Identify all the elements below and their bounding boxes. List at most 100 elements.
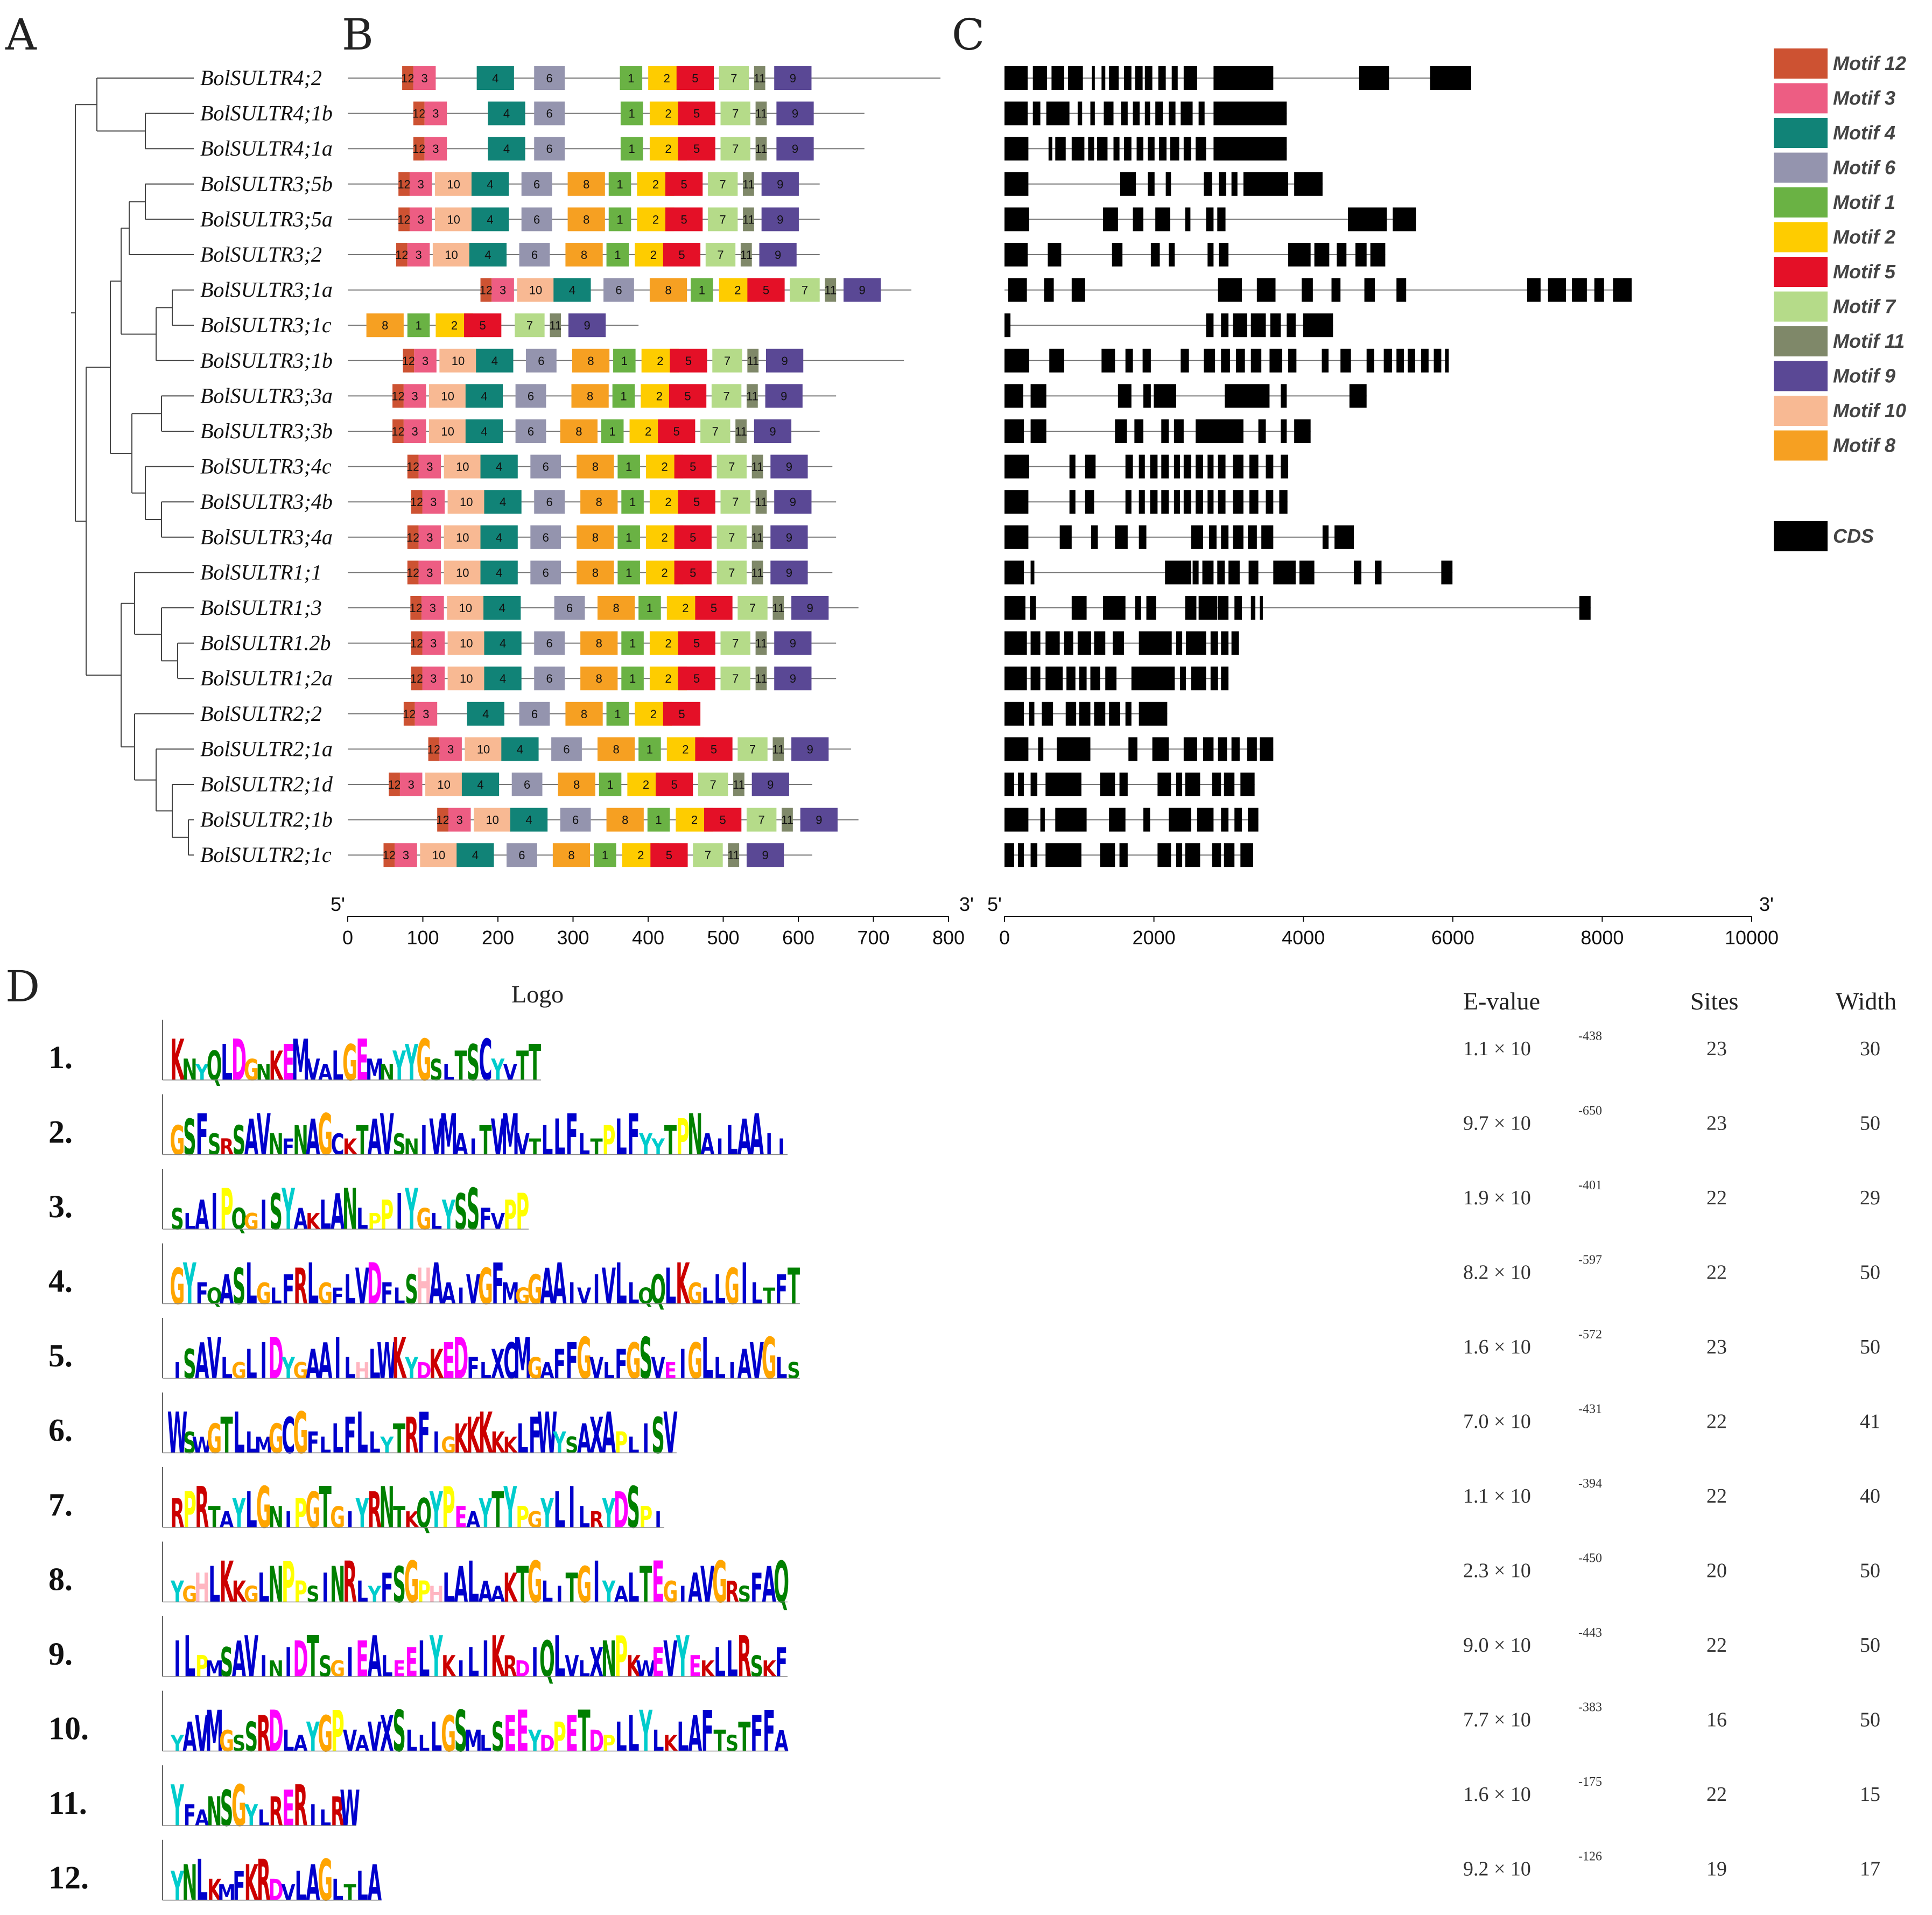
cds-block [1008, 278, 1027, 302]
motif-number: 1. [48, 1040, 73, 1075]
cds-block [1123, 137, 1132, 161]
motif-7-label: 7 [724, 354, 730, 368]
logo-letter: Y [195, 1060, 209, 1085]
logo-letter: S [651, 1408, 664, 1465]
logo-letter: Y [355, 1490, 369, 1537]
logo-letter: V [380, 1103, 394, 1168]
cds-block [1004, 702, 1024, 726]
logo-letter: I [211, 1184, 218, 1241]
motif-2-label: 2 [650, 248, 657, 262]
logo-letter: L [381, 1650, 393, 1684]
motif-1-box [601, 419, 624, 443]
logo-letter: P [195, 1650, 209, 1684]
logo-letter: I [310, 1799, 317, 1833]
logo-letter: L [628, 1276, 640, 1311]
gene-structure-row [1004, 490, 1288, 514]
logo-letter: E [393, 1656, 405, 1682]
logo-letter: G [318, 1848, 333, 1914]
logo-letter: P [516, 1500, 529, 1535]
motif-9-box [754, 419, 792, 443]
logo-letter: N [268, 1127, 283, 1162]
logo-letter: T [566, 1565, 578, 1612]
logo-letter: L [245, 1426, 257, 1460]
cds-block [1055, 137, 1066, 161]
motif-3-box [395, 843, 417, 867]
motif-6-label: 6 [543, 531, 549, 544]
evalue-base: 1.1 × 10 [1463, 1037, 1531, 1060]
cds-block [1176, 631, 1183, 655]
logo-letter: S [430, 1053, 442, 1088]
cds-block [1196, 454, 1203, 479]
motif-5-label: 5 [681, 178, 687, 191]
motif-12-label: 12 [391, 389, 404, 403]
cds-block [1212, 843, 1221, 867]
motif-1-label: 1 [602, 848, 608, 862]
logo-letter: S [183, 1341, 196, 1388]
motif-row: 12 3 10 4 6 8 1 2 5 7 11 9 [348, 631, 837, 655]
motif-7-label: 7 [730, 72, 737, 85]
logo-letter: N [404, 1134, 419, 1160]
logo-letter: Q [416, 1490, 432, 1537]
motif-6-label: 6 [528, 389, 534, 403]
width-value: 15 [1860, 1783, 1880, 1806]
motif-7-box [711, 384, 742, 408]
motif-4-label: 4 [472, 848, 479, 862]
motif-7-box [719, 66, 749, 90]
axis-tick-label: 500 [707, 927, 739, 949]
motif-9-label: 9 [807, 601, 813, 615]
motif-5-label: 5 [690, 566, 696, 579]
gene-name: BolSULTR3;5b [200, 172, 333, 196]
motif-9-box [751, 773, 789, 796]
motif-1-box [620, 66, 643, 90]
motif-6-box [530, 560, 561, 585]
motif-8-box [552, 843, 591, 867]
motif-4-label: 4 [525, 813, 532, 827]
motif-11-label: 11 [751, 531, 764, 544]
motif-9-box [765, 384, 803, 408]
cds-block [1206, 207, 1214, 232]
motif-1-box [617, 560, 640, 585]
cds-block [1221, 525, 1229, 549]
motif-7-box [705, 243, 736, 266]
motif-12-label: 12 [395, 248, 408, 262]
motif-6-label: 6 [566, 601, 573, 615]
motif-10-label: 10 [447, 178, 460, 191]
legend-swatch [1774, 396, 1828, 426]
logo-letter: G [687, 1276, 702, 1311]
cds-block [1150, 243, 1160, 266]
logo-letter: L [356, 1575, 368, 1609]
sites-value: 23 [1706, 1112, 1727, 1135]
motif-1-label: 1 [647, 742, 653, 756]
cds-block [1085, 490, 1094, 514]
motif-12-label: 12 [427, 742, 440, 756]
motif-2-label: 2 [665, 495, 671, 509]
cds-block [1158, 66, 1166, 90]
motif-3-box [424, 101, 447, 125]
logo-letter: K [232, 1575, 247, 1609]
logo-letter: L [344, 1266, 356, 1314]
motif-1-box [606, 243, 629, 266]
cds-block [1207, 243, 1214, 266]
motif-2-label: 2 [643, 778, 649, 791]
logo-letter: F [282, 1134, 294, 1160]
motif-number: 8. [48, 1562, 73, 1597]
axis-3prime-label: 3' [959, 893, 974, 915]
motif-4-box [484, 667, 522, 691]
motif-1-label: 1 [629, 672, 636, 685]
logo-letter: L [431, 1209, 442, 1234]
logo-letter: D [269, 1873, 284, 1907]
logo-letter: N [293, 1117, 308, 1165]
cds-block [1048, 137, 1052, 161]
motif-11-label: 11 [755, 142, 768, 156]
logo-letter: M [501, 1276, 519, 1311]
motif-7-box [790, 278, 820, 302]
legend-item: Motif 8 [1774, 430, 1895, 461]
motif-row: 12 3 10 4 6 8 1 2 5 7 11 9 [348, 172, 820, 196]
motif-12-label: 12 [402, 354, 415, 368]
logo-letter: S [627, 1475, 640, 1541]
motif-row: 12 3 10 4 6 8 1 2 5 7 11 9 [348, 490, 837, 514]
logo-letter: N [687, 1103, 702, 1168]
motif-12-label: 12 [397, 213, 410, 226]
motif-12-box [392, 419, 404, 443]
